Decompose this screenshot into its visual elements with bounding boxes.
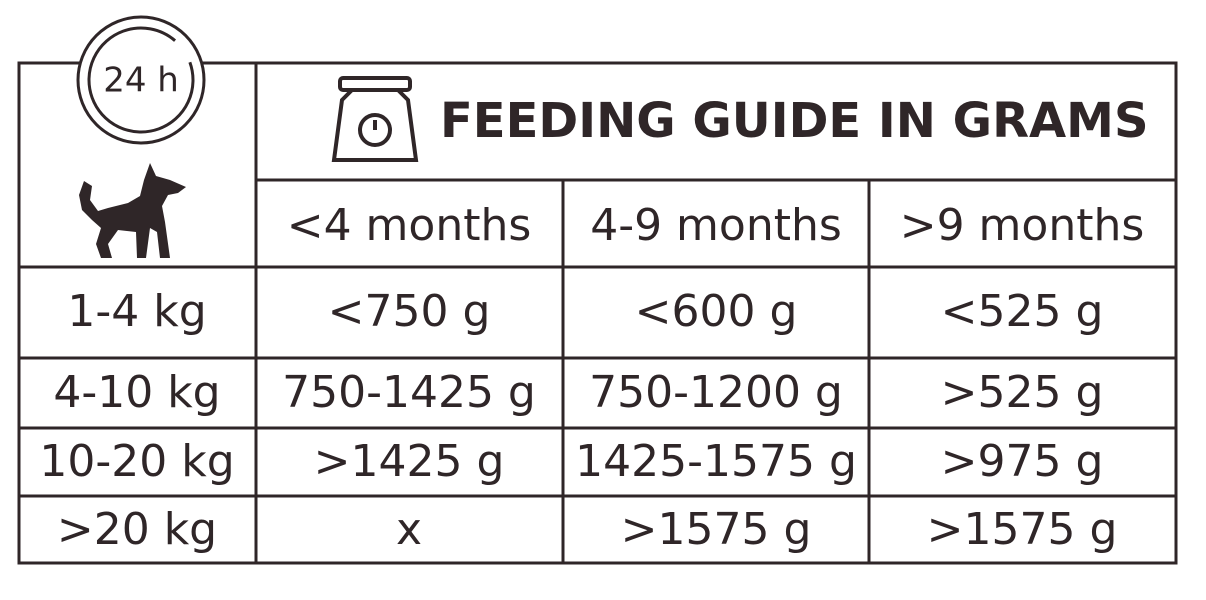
- column-header: 4-9 months: [590, 200, 842, 251]
- table-cell: 750-1200 g: [589, 367, 843, 418]
- table-cell: >1575 g: [927, 504, 1118, 555]
- scale-body: [331, 88, 419, 162]
- scale-dial: [358, 113, 392, 147]
- table-cell: x: [396, 504, 422, 555]
- badge-inner: [87, 26, 195, 134]
- badge: 24 h: [76, 15, 206, 145]
- table-cell: <600 g: [635, 286, 798, 337]
- table-cell: 750-1425 g: [282, 367, 536, 418]
- table-cells: <4 months 4-9 months >9 months 1-4 kg <750 g…: [39, 200, 1144, 555]
- row-header: 1-4 kg: [67, 286, 206, 337]
- table-cell: >525 g: [941, 367, 1104, 418]
- row-header: 4-10 kg: [53, 367, 220, 418]
- table-cell: >975 g: [941, 436, 1104, 487]
- row-header: 10-20 kg: [39, 436, 234, 487]
- column-header: <4 months: [287, 200, 532, 251]
- table-border: [17, 61, 1178, 565]
- table-cell: <750 g: [328, 286, 491, 337]
- table-grid: [17, 61, 1178, 565]
- table-cell: >1575 g: [621, 504, 812, 555]
- row-header: >20 kg: [57, 504, 217, 555]
- scale-top: [338, 76, 412, 92]
- scale-icon: [331, 76, 419, 162]
- table-cell: 1425-1575 g: [575, 436, 857, 487]
- table-cell: <525 g: [941, 286, 1104, 337]
- header-title: FEEDING GUIDE IN GRAMS: [440, 93, 1149, 149]
- column-header: >9 months: [900, 200, 1145, 251]
- badge-text: 24 h: [103, 61, 179, 101]
- dog-icon: [79, 163, 186, 258]
- table-cell: >1425 g: [314, 436, 505, 487]
